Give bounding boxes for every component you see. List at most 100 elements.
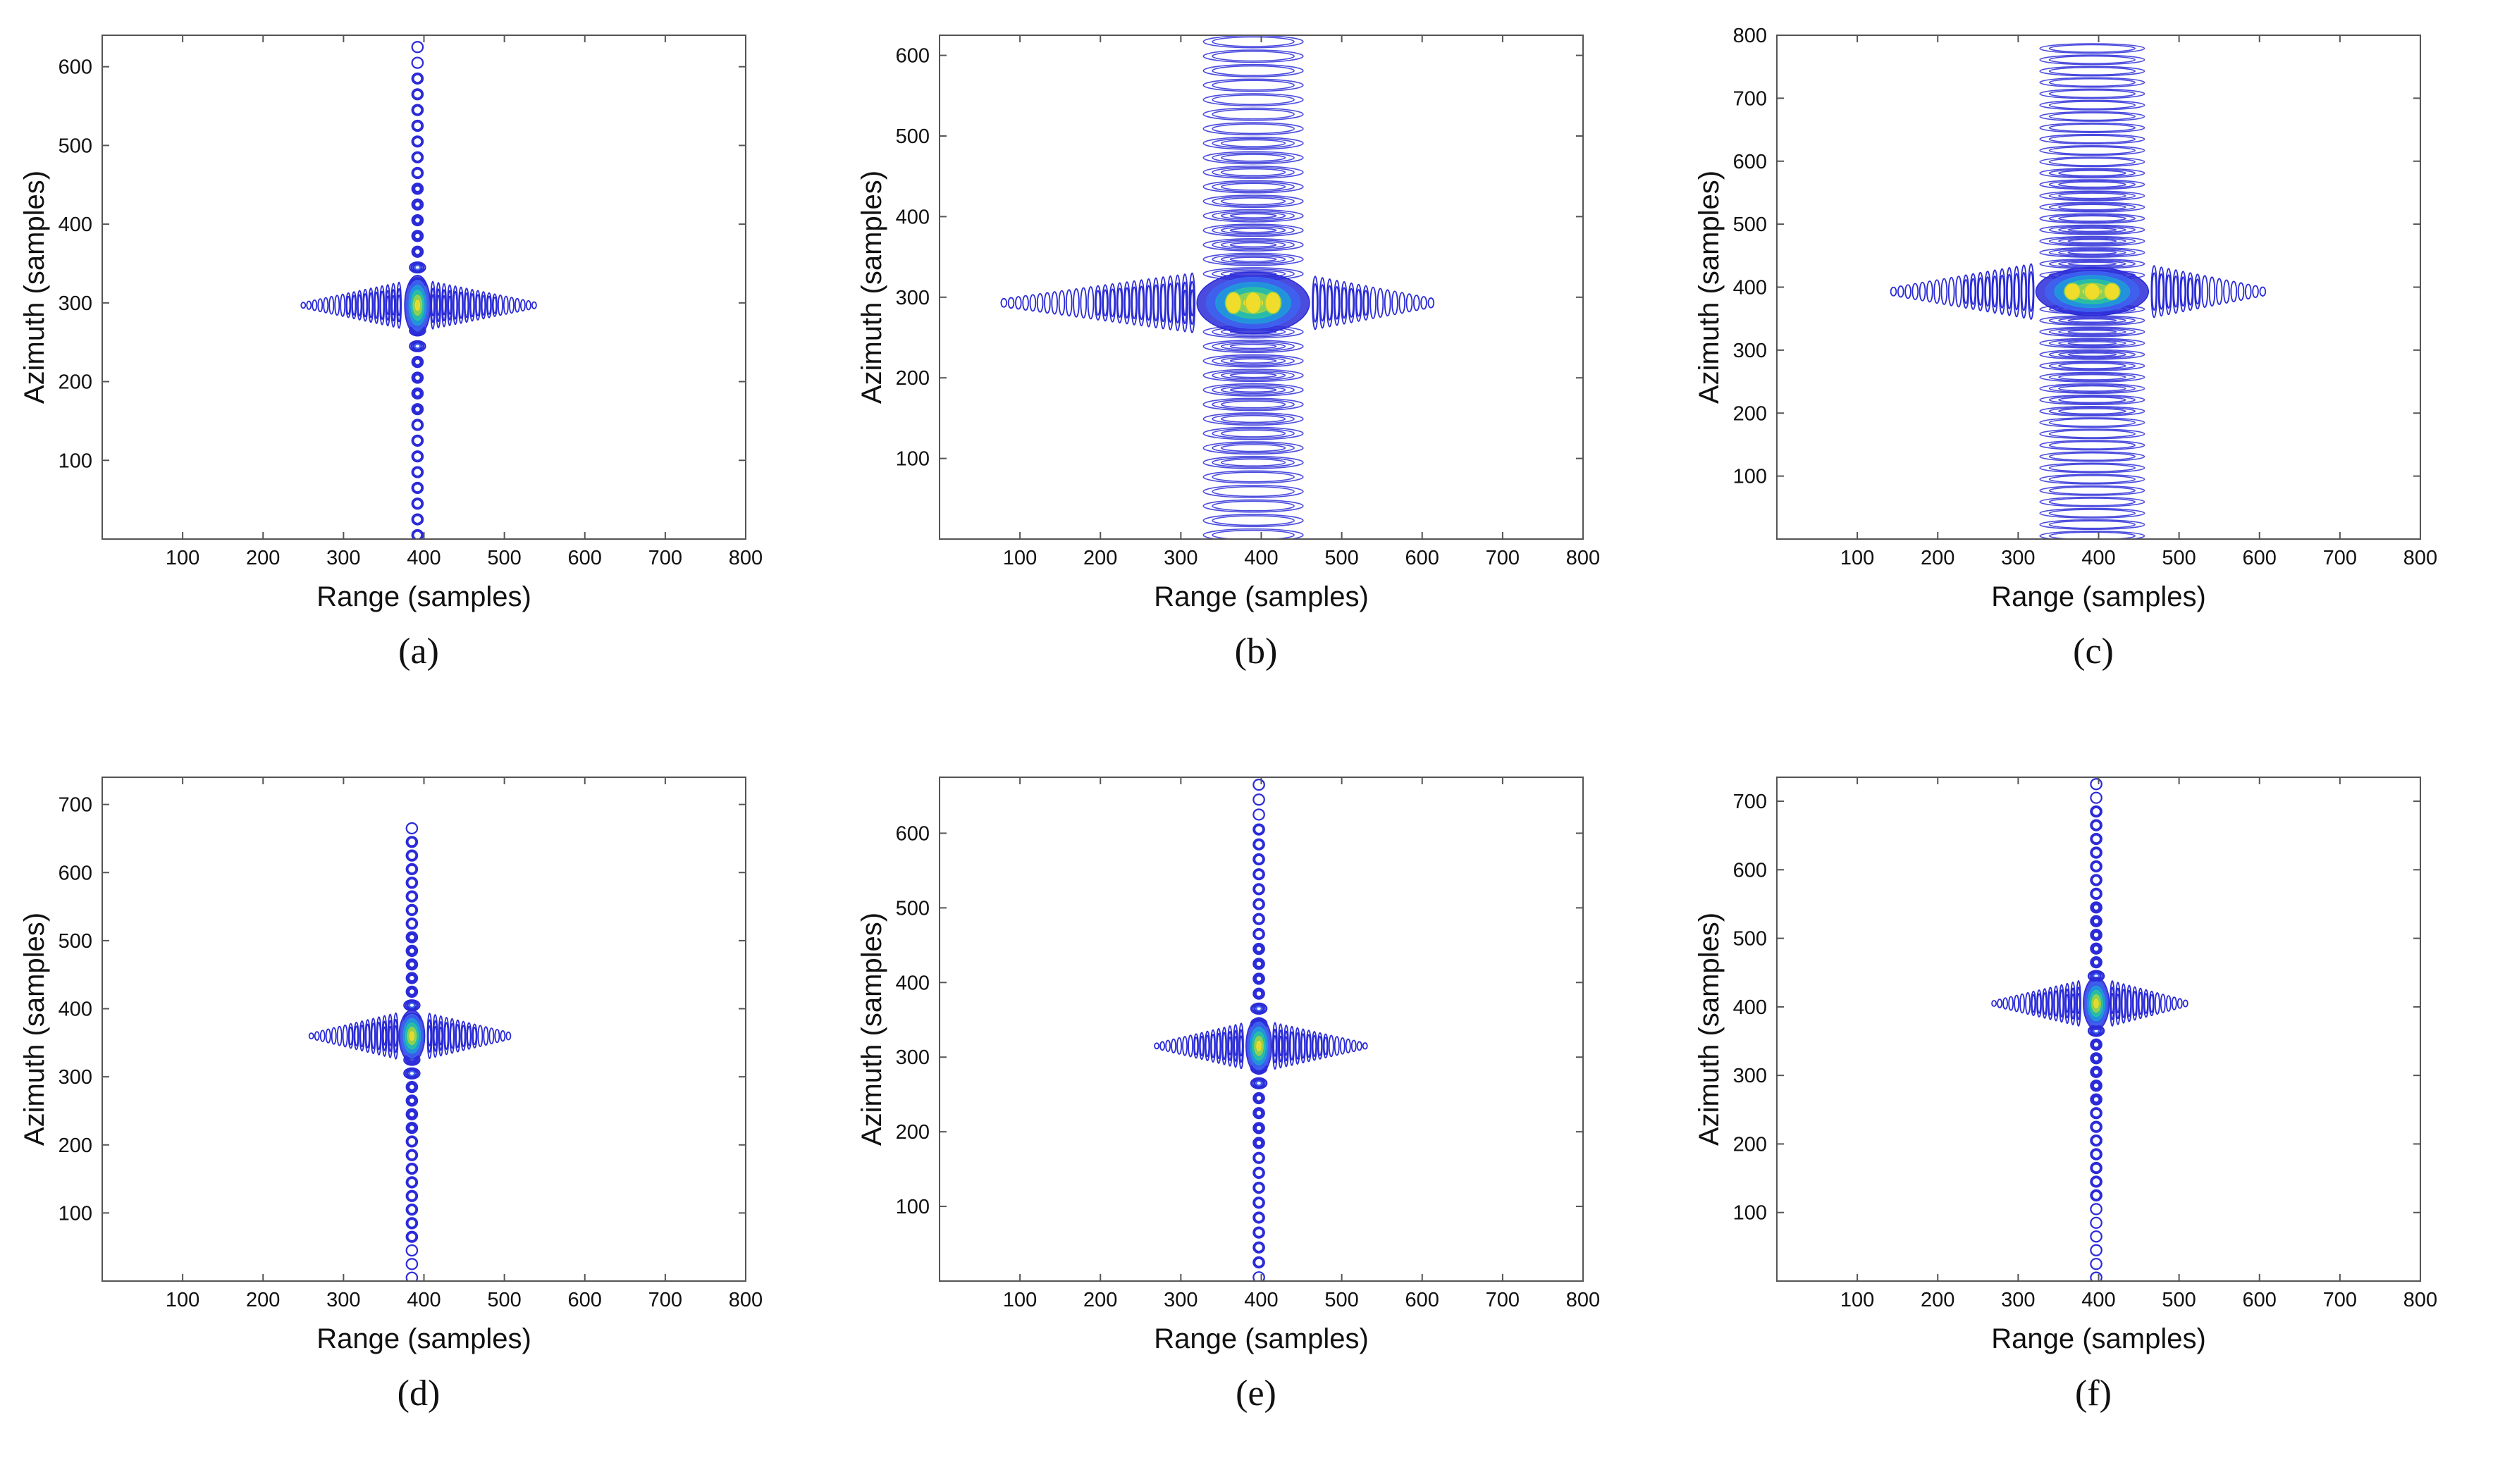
azimuth-sidelobe	[1202, 209, 1304, 223]
range-sidelobe	[1355, 283, 1362, 322]
azimuth-sidelobe	[1252, 987, 1265, 1000]
range-sidelobe	[2186, 272, 2194, 311]
azimuth-sidelobe	[1202, 412, 1304, 426]
range-sidelobe	[385, 284, 391, 327]
range-sidelobe	[464, 287, 469, 323]
azimuth-sidelobe	[411, 356, 424, 369]
azimuth-sidelobe	[2090, 901, 2102, 914]
range-sidelobe	[1080, 287, 1088, 319]
plot-svg-e: 100 200 300 400 500 600 700 800 100 200 300 400 500 6…	[856, 777, 1600, 1354]
y-tick-label: 300	[896, 287, 930, 309]
y-tick-label: 500	[1733, 214, 1767, 236]
range-sidelobe	[1058, 290, 1066, 316]
azimuth-sidelobe	[1202, 166, 1304, 179]
x-tick-label: 600	[568, 547, 602, 569]
x-tick-label: 600	[2243, 1289, 2277, 1311]
range-sidelobe	[1904, 284, 1911, 299]
azimuth-sidelobe	[405, 958, 419, 971]
contour-group	[1890, 43, 2267, 539]
main-lobe	[404, 274, 431, 336]
y-tick-label: 100	[1733, 1202, 1767, 1225]
y-axis-title: Azimuth (samples)	[19, 913, 50, 1146]
x-tick-label: 400	[2081, 1289, 2115, 1311]
range-sidelobe	[340, 293, 346, 317]
azimuth-sidelobe	[2090, 1189, 2102, 1202]
azimuth-sidelobe	[1252, 1226, 1265, 1239]
x-tick-label: 800	[2403, 547, 2437, 569]
y-tick-label: 600	[896, 45, 930, 68]
y-tick-label: 700	[1733, 791, 1767, 813]
azimuth-sidelobe	[1202, 340, 1304, 354]
azimuth-sidelobe	[2039, 224, 2145, 235]
azimuth-sidelobe	[2090, 1038, 2102, 1051]
azimuth-sidelobe	[411, 466, 424, 478]
range-sidelobe	[1356, 1041, 1362, 1051]
azimuth-sidelobe	[405, 1176, 419, 1189]
azimuth-sidelobe	[2039, 156, 2145, 168]
y-tick-label: 500	[1733, 928, 1767, 951]
azimuth-sidelobe	[1252, 1181, 1265, 1194]
azimuth-sidelobe	[411, 513, 424, 526]
range-sidelobe	[1427, 297, 1435, 309]
range-sidelobe	[477, 1025, 484, 1047]
subplot-a: 100 200 300 400 500 600 700 800 100 200 300 400 500 6…	[0, 0, 837, 742]
range-sidelobe	[475, 290, 481, 321]
range-sidelobe	[362, 288, 369, 322]
azimuth-sidelobe	[411, 403, 424, 416]
azimuth-sidelobe	[2090, 1175, 2102, 1188]
y-tick-label: 500	[896, 897, 930, 920]
y-axis-title: Azimuth (samples)	[856, 913, 887, 1146]
range-sidelobe	[2008, 996, 2014, 1011]
y-axis-title: Azimuth (samples)	[1694, 913, 1725, 1146]
y-tick-label: 300	[59, 1066, 92, 1089]
x-tick-label: 800	[1566, 1289, 1600, 1311]
range-sidelobe	[426, 1013, 433, 1060]
range-sidelobe	[1152, 277, 1159, 328]
x-tick-label: 200	[1083, 547, 1117, 569]
azimuth-sidelobe	[409, 340, 426, 352]
range-sidelobe	[1955, 276, 1962, 308]
range-sidelobe	[308, 1032, 314, 1040]
range-sidelobe	[1109, 283, 1116, 323]
azimuth-sidelobe	[2090, 1271, 2102, 1281]
azimuth-sidelobe	[403, 999, 421, 1012]
azimuth-sidelobe	[411, 104, 424, 116]
azimuth-sidelobe	[1202, 35, 1304, 49]
range-sidelobe	[1123, 281, 1131, 325]
azimuth-sidelobe	[2039, 133, 2145, 145]
subplot-f: 100 200 300 400 500 600 700 800 100 200 300 400 500 6…	[1675, 742, 2512, 1484]
range-sidelobe	[2208, 276, 2216, 307]
x-tick-label: 800	[729, 547, 763, 569]
azimuth-sidelobe	[1252, 927, 1265, 941]
azimuth-sidelobe	[2090, 915, 2102, 927]
azimuth-sidelobe	[1202, 441, 1304, 455]
azimuth-sidelobe	[403, 1067, 421, 1080]
range-sidelobe	[1305, 1029, 1312, 1063]
azimuth-sidelobe	[405, 1230, 419, 1243]
range-sidelobe	[1391, 290, 1398, 316]
azimuth-sidelobe	[1202, 252, 1304, 266]
range-sidelobe	[1000, 297, 1008, 308]
azimuth-sidelobe	[2090, 819, 2102, 831]
azimuth-sidelobe	[1252, 1092, 1265, 1105]
azimuth-sidelobe	[405, 1217, 419, 1230]
range-sidelobe	[2126, 984, 2132, 1022]
azimuth-sidelobe	[411, 419, 424, 431]
range-sidelobe	[1205, 1030, 1210, 1062]
range-sidelobe	[1947, 276, 1955, 307]
range-sidelobe	[328, 295, 335, 315]
x-tick-label: 300	[326, 547, 360, 569]
azimuth-sidelobe	[2039, 179, 2145, 190]
range-sidelobe	[486, 292, 492, 319]
range-sidelobe	[1188, 272, 1196, 333]
plot-svg-c: 100 200 300 400 500 600 700 800 100 200 300 400 500 6…	[1694, 25, 2437, 612]
range-sidelobe	[1362, 285, 1369, 321]
caption-f: (f)	[2075, 1373, 2112, 1414]
azimuth-sidelobe	[2039, 519, 2145, 531]
range-sidelobe	[1102, 284, 1109, 322]
azimuth-sidelobe	[411, 119, 424, 132]
x-tick-label: 700	[1486, 1289, 1520, 1311]
range-sidelobe	[519, 299, 526, 312]
range-sidelobe	[525, 299, 531, 311]
azimuth-sidelobe	[2039, 371, 2145, 383]
